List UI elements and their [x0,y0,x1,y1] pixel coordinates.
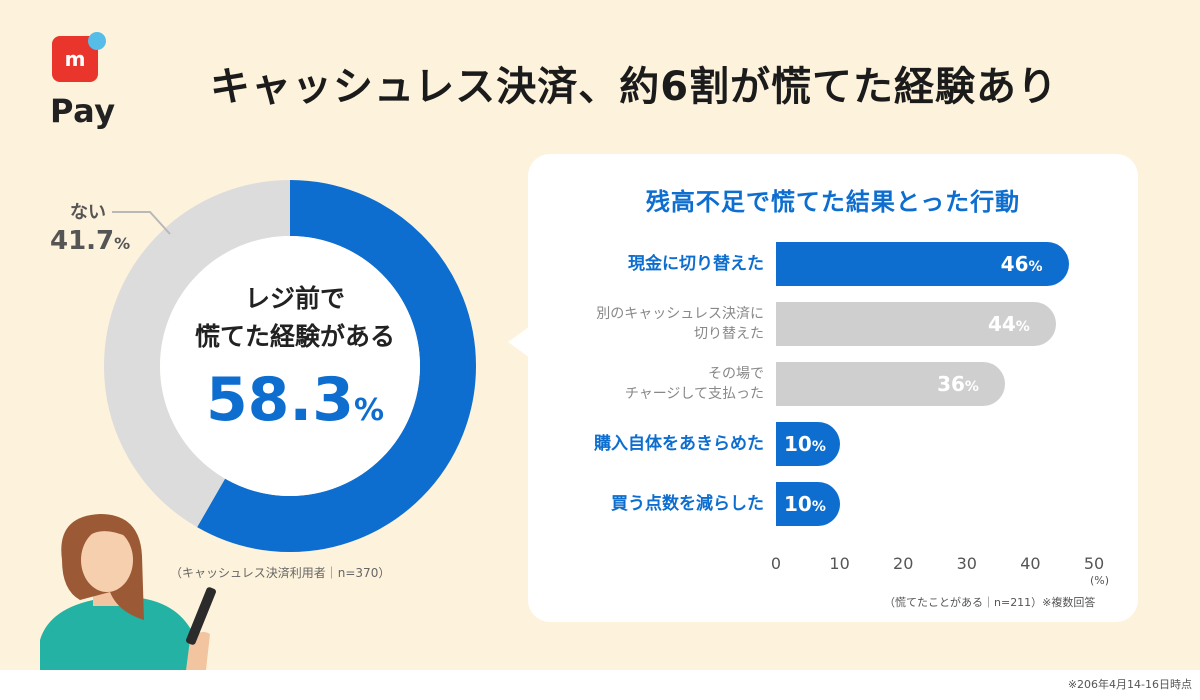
bar-value-number: 44 [987,312,1016,336]
phone-icon [186,587,216,645]
bar-value-fewer-items: 10% [784,482,826,526]
bar-value-number: 10 [784,432,812,456]
logo-text: Pay [50,92,116,130]
actions-bar-chart-card: 残高不足で慌てた結果とった行動 現金に切り替えた 46% 別のキャッシュレス決済… [528,154,1138,622]
no-value: 41.7 [50,226,115,256]
bar-label-gave-up: 購入自体をあきらめた [594,434,764,454]
x-tick-label: 0 [770,554,782,573]
no-label: ない [70,202,106,223]
no-unit: % [114,234,131,253]
logo-dot-icon [88,32,106,50]
x-tick-label: 50 [1083,554,1105,573]
bar-label-line-1: 別のキャッシュレス決済に [596,306,764,322]
donut-sample-note: （キャッシュレス決済利用者｜n=370） [170,566,391,580]
bar-chart-title: 残高不足で慌てた結果とった行動 [645,188,1021,216]
yes-percentage: 58.3% [175,364,415,447]
donut-inner [160,236,420,496]
bar-fewer-items: 10% [776,482,840,526]
page-title: キャッシュレス決済、約6割が慌てた経験あり [210,64,1059,110]
bangs-shape [79,517,134,545]
bar-label-line-2: チャージして支払った [624,386,764,402]
x-axis-unit: (%) [1090,574,1110,587]
bar-label-fewer-items: 買う点数を減らした [611,494,764,514]
bar-value-charge-on-spot: 36% [937,362,979,406]
bar-value-number: 10 [784,492,812,516]
card-pointer [508,326,530,358]
leader-line [112,211,171,235]
bar-label-line-1: その場で [708,366,764,382]
x-tick-label: 10 [829,554,850,573]
woman-with-phone-illustration [40,514,216,670]
bar-label-cash: 現金に切り替えた [628,254,764,274]
no-percentage: 41.7% [50,226,130,256]
face-shape [81,528,133,592]
center-line-1: レジ前で [244,284,345,313]
donut-slice-no [104,180,476,552]
merpay-logo: m Pay [50,32,122,132]
shirt-shape [40,598,200,670]
bar-value-unit: % [964,379,979,395]
donut-chart [104,180,476,552]
infographic-background: m Pay キャッシュレス決済、約6割が慌てた経験あり ない 41.7% レジ前… [0,0,1200,670]
bar-value-other-cashless: 44% [988,302,1030,346]
bar-other-cashless: 44% [776,302,1056,346]
bar-value-number: 36 [937,372,965,396]
x-tick-label: 30 [956,554,977,573]
bar-label-line-2: 切り替えた [694,326,764,342]
center-line-2: 慌てた経験がある [194,322,395,351]
bar-value-number: 46 [1000,252,1029,276]
yes-value: 58.3 [205,365,354,435]
bar-sample-note: （慌てたことがある｜n=211）※複数回答 [884,596,1096,609]
x-tick-label: 40 [1020,554,1041,573]
survey-date-footnote: ※206年4月14-16日時点 [1067,678,1192,691]
bar-cash: 46% [776,242,1069,286]
bar-value-unit: % [811,499,826,515]
bar-label-other-cashless: 別のキャッシュレス決済に 切り替えた [524,304,764,344]
bar-gave-up: 10% [776,422,840,466]
x-tick-label: 20 [893,554,914,573]
bar-value-gave-up: 10% [784,422,826,466]
bar-value-unit: % [1015,319,1030,335]
bar-value-cash: 46% [1001,242,1043,286]
donut-center-text: レジ前で 慌てた経験がある 58.3% [175,280,415,447]
bar-value-unit: % [811,439,826,455]
bar-value-unit: % [1028,259,1043,275]
yes-unit: % [353,393,385,428]
bar-charge-on-spot: 36% [776,362,1005,406]
bar-label-charge-on-spot: その場で チャージして支払った [524,364,764,404]
